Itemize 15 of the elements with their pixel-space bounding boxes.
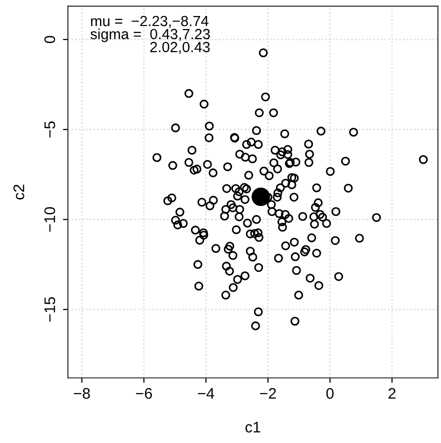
y-tick-label: 0	[44, 36, 56, 44]
x-tick-label: 2	[388, 388, 396, 399]
x-tick-label: 0	[326, 388, 334, 399]
x-tick-label: −4	[198, 388, 214, 399]
x-axis-title: c1	[245, 422, 260, 433]
annotation: sigma = 0.43,7.23	[90, 28, 210, 42]
x-tick-label: −8	[74, 388, 90, 399]
y-tick-label: −5	[44, 121, 56, 138]
annotation: 2.02,0.43	[150, 42, 210, 54]
annotation: mu = −2.23,−8.74	[91, 16, 208, 28]
x-tick-label: −6	[136, 388, 152, 399]
y-tick-label: −15	[44, 297, 56, 322]
y-axis-title: c2	[13, 184, 24, 200]
x-tick-label: −2	[260, 388, 276, 399]
y-tick-label: −10	[44, 207, 56, 232]
